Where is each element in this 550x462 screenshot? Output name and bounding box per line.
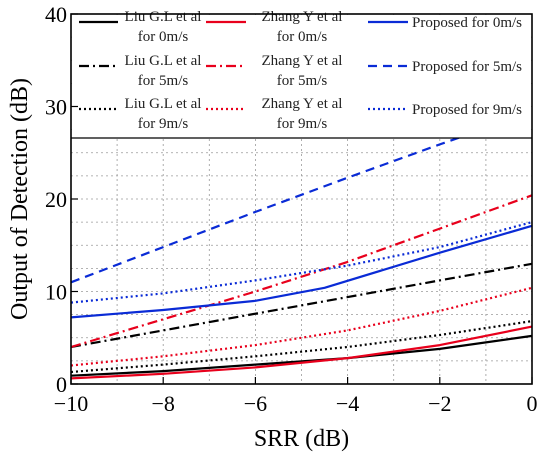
legend-label-2: for 5m/s — [138, 73, 189, 89]
legend-label-5: for 5m/s — [277, 73, 328, 89]
y-tick-label: 0 — [56, 372, 67, 397]
legend-label-9: Proposed for 9m/s — [412, 102, 522, 118]
legend-label-5: Zhang Y et al — [262, 53, 343, 69]
legend-label-1: for 0m/s — [138, 29, 189, 45]
legend-label-2: Liu G.L et al — [125, 53, 202, 69]
y-tick-label: 20 — [45, 187, 67, 212]
series-line-4 — [70, 325, 533, 380]
series-line-7 — [70, 224, 533, 319]
x-axis-title: SRR (dB) — [254, 426, 349, 452]
legend-label-4: for 0m/s — [277, 29, 328, 45]
x-tick-label: −8 — [151, 391, 174, 416]
x-tick-label: −6 — [244, 391, 267, 416]
legend-label-1: Liu G.L et al — [125, 9, 202, 25]
x-tick-label: −10 — [54, 391, 88, 416]
legend-background — [72, 15, 531, 138]
series-line-8 — [70, 111, 533, 284]
y-tick-label: 10 — [45, 280, 67, 305]
legend-label-6: for 9m/s — [277, 116, 328, 132]
series-line-1 — [70, 334, 533, 377]
y-axis-title: Output of Detection (dB) — [7, 78, 33, 320]
series-line-3 — [70, 320, 533, 374]
legend-label-6: Zhang Y et al — [262, 96, 343, 112]
legend-label-3: for 9m/s — [138, 116, 189, 132]
x-tick-label: −2 — [428, 391, 451, 416]
legend-label-7: Proposed for 0m/s — [412, 15, 522, 31]
x-tick-label: 0 — [527, 391, 538, 416]
legend-label-8: Proposed for 5m/s — [412, 59, 522, 75]
y-tick-label: 40 — [45, 2, 67, 27]
legend-label-4: Zhang Y et al — [262, 9, 343, 25]
y-tick-label: 30 — [45, 95, 67, 120]
x-tick-label: −4 — [336, 391, 359, 416]
legend-label-3: Liu G.L et al — [125, 96, 202, 112]
series-line-2 — [70, 262, 533, 349]
series-line-5 — [70, 194, 533, 349]
